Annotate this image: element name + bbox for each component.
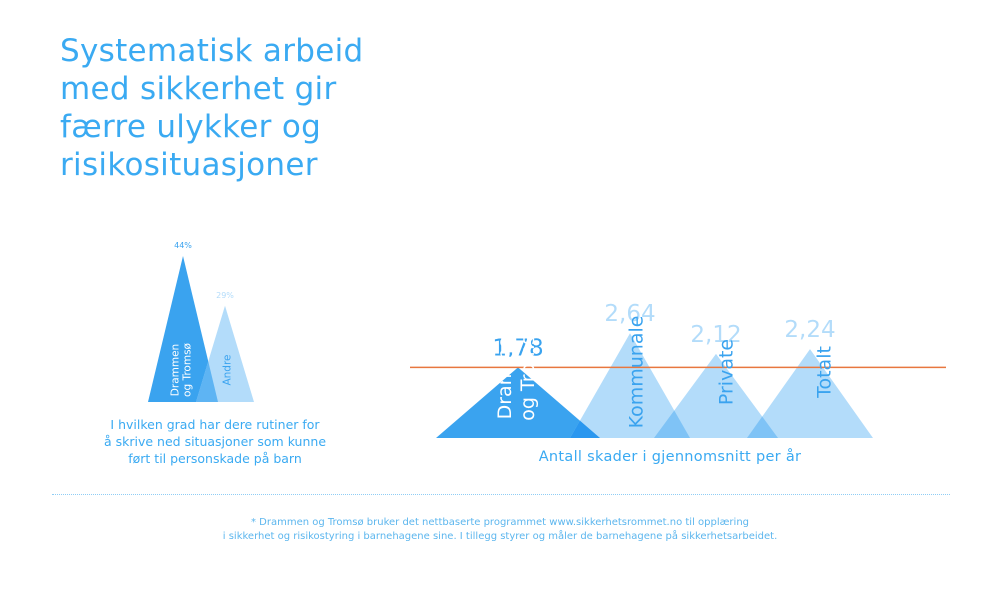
small-caption-line-1: I hvilken grad har dere rutiner for (110, 417, 320, 432)
value-label-1-1: 2,64 (604, 301, 655, 327)
value-label-1-0: 1,78 (492, 335, 543, 361)
triangle-mark-1-2 (654, 353, 778, 438)
category-label-1-1: Kommunale (626, 316, 648, 429)
category-label-1-0: Drammen og Tromsø (494, 323, 539, 421)
category-label-1-3: Totalt (814, 346, 836, 399)
title-line-2: med sikkerhet gir (60, 71, 337, 107)
value-label-1-2: 2,12 (690, 322, 741, 348)
category-label-line-1-0-1: og Tromsø (517, 323, 539, 421)
triangle-mark-0-0 (148, 256, 218, 402)
category-label-line-1-2-0: Private (716, 339, 738, 405)
overlap-mark-0-0 (196, 361, 218, 402)
category-label-line-1-3-0: Totalt (814, 346, 836, 399)
title-line-3: færre ulykker og (60, 109, 322, 145)
page-title: Systematisk arbeid med sikkerhet gir fær… (60, 32, 400, 184)
small-caption-line-2: å skrive ned situasjoner som kunne (103, 434, 327, 449)
small-caption-line-3: ført til personskade på barn (128, 451, 302, 466)
triangle-mark-1-3 (747, 349, 873, 438)
title-line-1: Systematisk arbeid (60, 33, 364, 69)
category-label-line-1-0-0: Drammen (494, 325, 516, 420)
category-label-line-1-1-0: Kommunale (626, 316, 648, 429)
value-label-0-0: 44% (174, 241, 192, 250)
value-label-1-3: 2,24 (784, 317, 835, 343)
triangle-mark-1-0 (436, 367, 600, 438)
footnote-line-2: i sikkerhet og risikostyring i barnehage… (222, 531, 778, 542)
overlap-mark-1-2 (747, 416, 778, 438)
category-label-line-0-1-0: Andre (222, 354, 234, 385)
category-label-1-2: Private (716, 339, 738, 405)
main-chart-caption: Antall skader i gjennomsnitt per år (538, 449, 802, 465)
category-label-0-1: Andre (222, 354, 234, 385)
small-chart-caption: I hvilken grad har dere rutiner for å sk… (60, 416, 370, 467)
category-label-line-0-0-0: Drammen (170, 344, 182, 396)
category-label-0-0: Drammen og Tromsø (170, 342, 194, 397)
divider (52, 494, 950, 495)
triangle-mark-1-1 (570, 333, 690, 438)
overlap-mark-1-0 (570, 420, 600, 438)
category-label-line-0-0-1: og Tromsø (182, 342, 194, 397)
overlap-mark-1-1 (654, 410, 690, 438)
footnote: * Drammen og Tromsø bruker det nettbaser… (150, 516, 850, 544)
value-label-0-1: 29% (216, 291, 234, 300)
footnote-line-1: * Drammen og Tromsø bruker det nettbaser… (250, 517, 750, 528)
title-line-4: risikosituasjoner (60, 147, 318, 183)
